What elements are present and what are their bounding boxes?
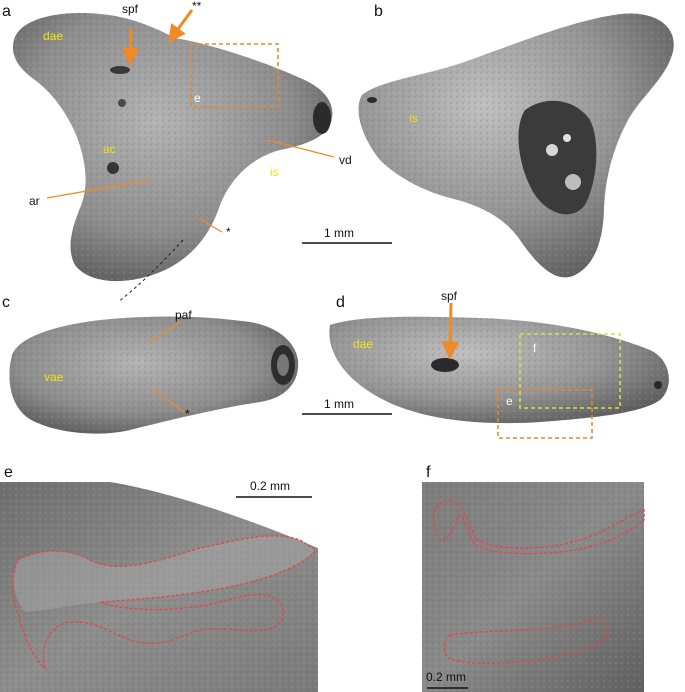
panel-d-inset-box-f (519, 333, 621, 409)
label-d-inset-e: e (506, 394, 513, 408)
arrow-a-doublestar (167, 9, 194, 43)
label-c-paf: paf (175, 308, 192, 322)
label-a-doublestar: ** (192, 0, 202, 13)
panel-f-sem (422, 482, 645, 692)
panel-label-d: d (336, 294, 345, 311)
panel-label-a: a (2, 3, 11, 20)
line-c-star (151, 387, 185, 413)
panel-c-specimen (9, 316, 299, 434)
label-c-star: * (185, 407, 190, 421)
label-b-is: is (409, 111, 418, 125)
panel-d-inset-box-e (497, 389, 593, 439)
scalebar-f-label: 0.2 mm (426, 670, 466, 684)
panel-label-f: f (426, 464, 431, 481)
line-a-star (197, 217, 223, 233)
label-c-vae: vae (44, 370, 64, 384)
scalebar-e-label: 0.2 mm (250, 479, 290, 493)
label-a-dae: dae (43, 29, 63, 43)
line-a-vd (267, 139, 335, 158)
label-d-spf: spf (441, 289, 458, 303)
label-d-dae: dae (353, 337, 373, 351)
panel-label-e: e (4, 464, 13, 481)
panel-f-outline-lower (443, 618, 609, 664)
scalebar-ab-label: 1 mm (324, 226, 354, 240)
panel-label-b: b (374, 3, 383, 20)
panel-e-sem (0, 482, 318, 692)
label-d-inset-f: f (533, 341, 537, 355)
panel-a-specimen (12, 13, 333, 282)
label-a-star: * (226, 225, 231, 239)
panel-e-outline (12, 535, 318, 670)
label-a-is: is (270, 165, 279, 179)
arrow-a-spf (121, 27, 140, 66)
line-c-paf (149, 321, 181, 343)
label-a-ar: ar (29, 194, 40, 208)
label-a-spf: spf (122, 2, 139, 16)
panel-b-specimen (358, 13, 674, 278)
arrow-d-spf (441, 302, 460, 360)
label-a-vd: vd (339, 153, 352, 167)
label-a-inset-e: e (194, 91, 201, 105)
panel-d-specimen (329, 316, 669, 424)
scalebar-cd-label: 1 mm (324, 397, 354, 411)
label-a-ac: ac (103, 142, 116, 156)
panel-label-c: c (2, 294, 10, 311)
line-a-ar (46, 179, 151, 199)
panel-a-inset-box-e (190, 43, 279, 108)
